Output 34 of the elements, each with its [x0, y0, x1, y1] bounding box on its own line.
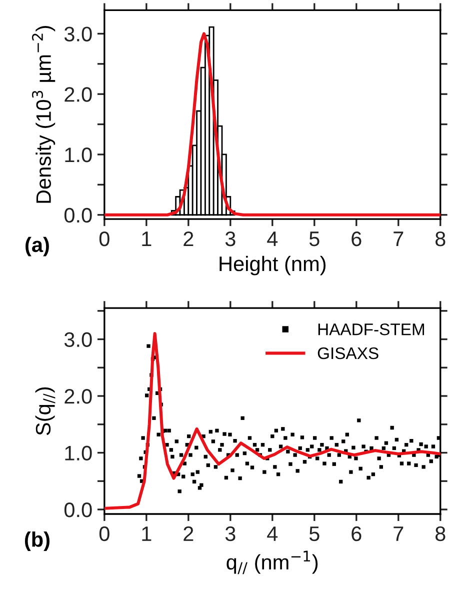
- legend-label: HAADF-STEM: [318, 323, 424, 336]
- x-tick-label: 2: [184, 526, 194, 541]
- text: (a): [26, 236, 49, 256]
- x-tick-label: 4: [267, 232, 278, 246]
- x-tick-label: 5: [309, 526, 320, 542]
- y-tick-label: 1.0: [65, 446, 92, 460]
- y-axis-title: Density (10$^{3}$ µm$^{−2}$): [32, 26, 56, 203]
- x-tick-label: 1: [142, 526, 152, 541]
- x-tick-label: 2: [184, 231, 194, 246]
- x-tick-label: 8: [435, 526, 446, 542]
- x-tick-label: 3: [225, 231, 236, 246]
- x-tick-label: 0: [99, 526, 110, 542]
- x-tick-label: 7: [394, 232, 404, 246]
- x-tick-label: 3: [225, 526, 236, 542]
- x-tick-label: 4: [267, 526, 278, 541]
- y-tick-label: 0.0: [64, 502, 92, 518]
- y-axis-title: S(q$_{//}$): [35, 387, 56, 436]
- text: (b): [24, 532, 50, 551]
- y-tick-label: 2.0: [64, 87, 92, 102]
- y-tick-label: 1.0: [65, 147, 92, 162]
- x-axis-title: Height (nm): [220, 256, 326, 276]
- x-axis-title: q$_{//}$ (nm$^{−1}$): [226, 550, 318, 574]
- x-tick-label: 7: [394, 526, 404, 541]
- y-tick-label: 0.0: [64, 208, 92, 223]
- y-tick-label: 3.0: [64, 332, 92, 348]
- legend-label: GISAXS: [318, 347, 378, 360]
- x-tick-label: 5: [309, 232, 320, 246]
- x-tick-label: 0: [99, 231, 110, 246]
- y-tick-label: 3.0: [64, 26, 92, 42]
- x-tick-label: 6: [352, 526, 362, 542]
- x-tick-label: 8: [435, 231, 446, 246]
- x-tick-label: 6: [352, 231, 362, 246]
- y-tick-label: 2.0: [64, 389, 92, 404]
- x-tick-label: 1: [142, 232, 152, 246]
